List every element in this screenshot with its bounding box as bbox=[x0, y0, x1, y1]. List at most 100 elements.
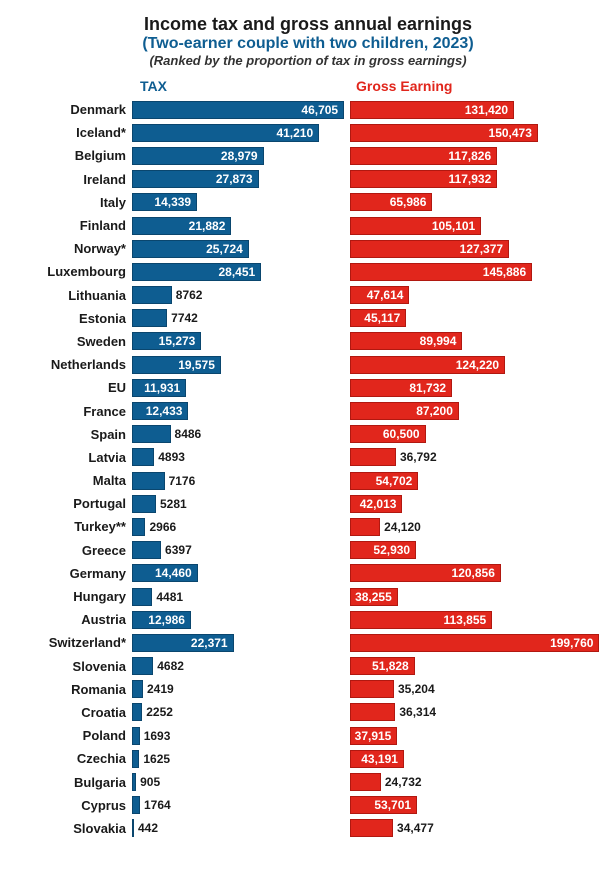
country-label: Latvia bbox=[10, 450, 132, 465]
tax-cell: 25,724 bbox=[132, 240, 350, 258]
chart-row: EU11,93181,732 bbox=[10, 376, 606, 399]
earn-bar: 45,117 bbox=[350, 309, 406, 327]
tax-value: 7742 bbox=[171, 312, 198, 324]
earn-bar: 81,732 bbox=[350, 379, 452, 397]
country-label: Greece bbox=[10, 543, 132, 558]
tax-value: 1693 bbox=[144, 730, 171, 742]
tax-cell: 4682 bbox=[132, 657, 350, 675]
tax-value: 28,451 bbox=[214, 266, 261, 278]
earn-bar bbox=[350, 448, 396, 466]
tax-cell: 12,433 bbox=[132, 402, 350, 420]
earn-cell: 51,828 bbox=[350, 657, 606, 675]
tax-bar bbox=[132, 588, 152, 606]
tax-cell: 2252 bbox=[132, 703, 350, 721]
earn-bar: 38,255 bbox=[350, 588, 398, 606]
tax-value: 7176 bbox=[169, 475, 196, 487]
tax-cell: 1625 bbox=[132, 750, 350, 768]
earn-cell: 87,200 bbox=[350, 402, 606, 420]
tax-bar: 19,575 bbox=[132, 356, 221, 374]
tax-cell: 27,873 bbox=[132, 170, 350, 188]
tax-value: 1625 bbox=[143, 753, 170, 765]
earn-value: 54,702 bbox=[371, 475, 418, 487]
tax-value: 41,210 bbox=[271, 127, 318, 139]
chart-row: Hungary448138,255 bbox=[10, 585, 606, 608]
tax-bar bbox=[132, 495, 156, 513]
earn-cell: 24,120 bbox=[350, 518, 606, 536]
earn-bar: 65,986 bbox=[350, 193, 432, 211]
earn-value: 34,477 bbox=[397, 822, 434, 834]
tax-bar bbox=[132, 750, 139, 768]
country-label: Croatia bbox=[10, 705, 132, 720]
earn-bar bbox=[350, 819, 393, 837]
tax-cell: 8762 bbox=[132, 286, 350, 304]
chart-row: Germany14,460120,856 bbox=[10, 562, 606, 585]
chart-note: (Ranked by the proportion of tax in gros… bbox=[10, 53, 606, 68]
country-label: Iceland* bbox=[10, 125, 132, 140]
earn-value: 36,792 bbox=[400, 451, 437, 463]
tax-cell: 46,705 bbox=[132, 101, 350, 119]
country-label: Slovenia bbox=[10, 659, 132, 674]
chart-title: Income tax and gross annual earnings bbox=[10, 14, 606, 35]
chart-row: Slovakia 442 34,477 bbox=[10, 817, 606, 840]
earn-bar: 127,377 bbox=[350, 240, 509, 258]
earn-cell: 36,314 bbox=[350, 703, 606, 721]
earn-bar: 42,013 bbox=[350, 495, 402, 513]
country-label: Turkey** bbox=[10, 519, 132, 534]
country-label: Cyprus bbox=[10, 798, 132, 813]
tax-bar bbox=[132, 727, 140, 745]
tax-bar bbox=[132, 657, 153, 675]
country-label: Denmark bbox=[10, 102, 132, 117]
tax-cell: 7176 bbox=[132, 472, 350, 490]
earn-value: 81,732 bbox=[404, 382, 451, 394]
earn-bar bbox=[350, 680, 394, 698]
earn-cell: 47,614 bbox=[350, 286, 606, 304]
country-label: Slovakia bbox=[10, 821, 132, 836]
header-tax: TAX bbox=[132, 78, 350, 94]
tax-bar: 12,433 bbox=[132, 402, 188, 420]
country-label: Spain bbox=[10, 427, 132, 442]
tax-bar bbox=[132, 309, 167, 327]
earn-value: 60,500 bbox=[378, 428, 425, 440]
earn-value: 145,886 bbox=[478, 266, 531, 278]
earn-value: 37,915 bbox=[350, 730, 397, 742]
earn-value: 131,420 bbox=[460, 104, 513, 116]
tax-value: 2252 bbox=[146, 706, 173, 718]
country-label: Switzerland* bbox=[10, 635, 132, 650]
chart-rows: Denmark46,705 131,420 Iceland* 41,210 150,47… bbox=[10, 98, 606, 840]
tax-cell: 21,882 bbox=[132, 217, 350, 235]
header-spacer bbox=[10, 78, 132, 94]
tax-value: 12,986 bbox=[143, 614, 190, 626]
tax-value: 8486 bbox=[175, 428, 202, 440]
earn-value: 124,220 bbox=[451, 359, 504, 371]
country-label: Austria bbox=[10, 612, 132, 627]
tax-cell: 5281 bbox=[132, 495, 350, 513]
header-earn: Gross Earning bbox=[350, 78, 606, 94]
tax-bar: 25,724 bbox=[132, 240, 249, 258]
tax-value: 442 bbox=[138, 822, 158, 834]
tax-cell: 14,339 bbox=[132, 193, 350, 211]
tax-bar: 14,460 bbox=[132, 564, 198, 582]
country-label: Italy bbox=[10, 195, 132, 210]
tax-value: 905 bbox=[140, 776, 160, 788]
tax-value: 21,882 bbox=[184, 220, 231, 232]
chart-row: Luxembourg28,451145,886 bbox=[10, 260, 606, 283]
country-label: Hungary bbox=[10, 589, 132, 604]
earn-bar bbox=[350, 703, 395, 721]
country-label: Germany bbox=[10, 566, 132, 581]
earn-value: 47,614 bbox=[362, 289, 409, 301]
tax-value: 1764 bbox=[144, 799, 171, 811]
country-label: Norway* bbox=[10, 241, 132, 256]
tax-cell: 4893 bbox=[132, 448, 350, 466]
tax-value: 4682 bbox=[157, 660, 184, 672]
earn-bar bbox=[350, 773, 381, 791]
tax-cell: 22,371 bbox=[132, 634, 350, 652]
chart-row: Latvia4893 36,792 bbox=[10, 446, 606, 469]
earn-bar: 87,200 bbox=[350, 402, 459, 420]
earn-bar: 89,994 bbox=[350, 332, 462, 350]
earn-value: 87,200 bbox=[411, 405, 458, 417]
country-label: Czechia bbox=[10, 751, 132, 766]
earn-cell: 117,932 bbox=[350, 170, 606, 188]
earn-value: 113,855 bbox=[438, 614, 491, 626]
earn-value: 150,473 bbox=[484, 127, 537, 139]
earn-bar: 145,886 bbox=[350, 263, 532, 281]
